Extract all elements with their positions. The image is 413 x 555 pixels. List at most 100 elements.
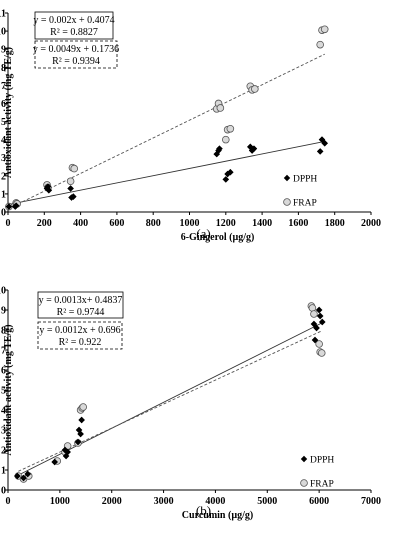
equation-box-frap xyxy=(37,321,123,350)
data-point-dpph xyxy=(319,318,326,326)
data-point-dpph xyxy=(70,193,77,200)
x-tick-label: 1000 xyxy=(180,218,200,229)
equation-text: y = 0.0013x+ 0.4837 xyxy=(39,295,123,306)
x-tick-label: 200 xyxy=(37,218,52,229)
y-tick-label: 6 xyxy=(1,99,6,110)
data-point-dpph xyxy=(310,320,318,328)
y-tick-label: 2 xyxy=(1,446,6,457)
data-point-frap xyxy=(320,25,329,34)
r-squared-text: R² = 0.8827 xyxy=(50,27,98,38)
data-point-dpph xyxy=(78,416,85,424)
trendline-dpph xyxy=(8,141,325,205)
x-tick-label: 0 xyxy=(6,496,11,507)
y-tick-label: 4 xyxy=(1,406,6,417)
y-tick-label: 0 xyxy=(1,486,6,497)
legend-label-dpph: DPPH xyxy=(293,175,317,185)
data-point-dpph xyxy=(5,203,13,210)
x-tick-label: 3000 xyxy=(154,496,174,507)
data-point-frap xyxy=(316,40,324,49)
equation-text: y = 0.0012x + 0.696 xyxy=(39,325,120,336)
x-tick-label: 1000 xyxy=(50,496,70,507)
data-point-dpph xyxy=(51,458,58,466)
x-tick-label: 400 xyxy=(73,218,88,229)
x-tick-label: 800 xyxy=(146,218,161,229)
chart-panel-2: 0 1000 2000 3000 4000 5000 6000 7000 0 1 2 3 4 5 6 7 8 9 1… xyxy=(0,286,381,522)
y-tick-label: 3 xyxy=(1,426,6,437)
chart-panel-1: 0 200 400 600 800 1000 1200 1400 1600 1800 2000 0 1 2… xyxy=(0,9,381,244)
x-tick-label: 1800 xyxy=(325,218,345,229)
data-point-dpph xyxy=(74,438,82,446)
data-point-dpph xyxy=(250,145,258,152)
x-tick-label: 5000 xyxy=(257,496,277,507)
legend-marker-frap xyxy=(283,198,291,206)
data-point-dpph xyxy=(12,202,20,209)
y-tick-label: 2 xyxy=(1,171,6,182)
x-axis-title: 6-Gingerol (µg/g) xyxy=(181,232,255,243)
data-point-frap xyxy=(79,403,87,411)
data-point-dpph xyxy=(316,312,324,320)
data-point-frap xyxy=(315,340,323,348)
data-point-dpph xyxy=(315,306,323,314)
y-tick-label: 5 xyxy=(1,117,6,128)
equation-text: y = 0.0049x + 0.1736 xyxy=(33,44,119,55)
y-tick-label: 10 xyxy=(0,286,6,297)
y-tick-label: 3 xyxy=(1,153,6,164)
data-point-frap xyxy=(70,164,79,173)
data-point-dpph xyxy=(216,145,223,152)
x-tick-label: 1400 xyxy=(252,218,272,229)
legend-marker-dpph xyxy=(283,174,291,182)
data-point-dpph xyxy=(45,187,53,194)
data-point-dpph xyxy=(44,183,52,190)
data-point-frap xyxy=(66,177,75,186)
r-squared-text: R² = 0.9394 xyxy=(52,56,100,67)
r-squared-text: R² = 0.922 xyxy=(59,337,102,348)
y-tick-label: 9 xyxy=(1,45,6,56)
trendline-frap xyxy=(8,53,325,209)
x-tick-label: 2000 xyxy=(102,496,122,507)
legend-label-dpph: DPPH xyxy=(310,456,334,466)
data-point-frap xyxy=(216,104,225,112)
data-point-frap xyxy=(310,310,318,318)
data-point-frap xyxy=(222,135,230,144)
equation-box-dpph xyxy=(34,11,114,40)
y-tick-label: 11 xyxy=(0,9,6,20)
y-tick-label: 7 xyxy=(1,346,6,357)
panel-label: (a) xyxy=(196,226,210,241)
data-point-dpph xyxy=(67,185,74,192)
y-tick-label: 0 xyxy=(1,208,6,219)
x-axis-title: Curcumin (µg/g) xyxy=(182,510,253,521)
data-point-dpph xyxy=(321,140,328,147)
legend-label-frap: FRAP xyxy=(293,199,317,209)
y-tick-label: 1 xyxy=(1,466,6,477)
legend-label-frap: FRAP xyxy=(310,480,334,490)
y-tick-label: 10 xyxy=(0,27,6,38)
data-point-dpph xyxy=(24,470,31,478)
x-tick-label: 2000 xyxy=(361,218,381,229)
x-tick-label: 6000 xyxy=(309,496,329,507)
data-point-dpph xyxy=(248,147,256,154)
data-point-frap xyxy=(251,85,259,93)
equation-box-frap xyxy=(34,40,118,69)
panel-label: (b) xyxy=(196,503,211,518)
x-tick-label: 600 xyxy=(109,218,124,229)
equation-text: y = 0.002x + 0.4074 xyxy=(33,15,114,26)
y-tick-label: 6 xyxy=(1,366,6,377)
x-tick-label: 1200 xyxy=(216,218,236,229)
r-squared-text: R² = 0.9744 xyxy=(57,307,105,318)
y-tick-label: 8 xyxy=(1,326,6,337)
equation-box-dpph xyxy=(37,291,124,319)
y-axis-title: Antioxidant activity (mg TE/g) xyxy=(3,324,14,455)
y-tick-label: 7 xyxy=(1,81,6,92)
data-point-dpph xyxy=(316,148,324,155)
x-tick-label: 0 xyxy=(6,218,11,229)
y-axis-title: Antioxidant activity (mg TE/g) xyxy=(3,47,14,178)
data-point-dpph xyxy=(222,176,229,183)
data-point-dpph xyxy=(313,324,320,332)
data-point-frap xyxy=(226,124,235,133)
y-tick-label: 1 xyxy=(1,189,6,200)
y-tick-label: 4 xyxy=(1,135,6,146)
x-tick-label: 7000 xyxy=(361,496,381,507)
data-point-frap xyxy=(317,349,326,357)
y-tick-label: 9 xyxy=(1,306,6,317)
